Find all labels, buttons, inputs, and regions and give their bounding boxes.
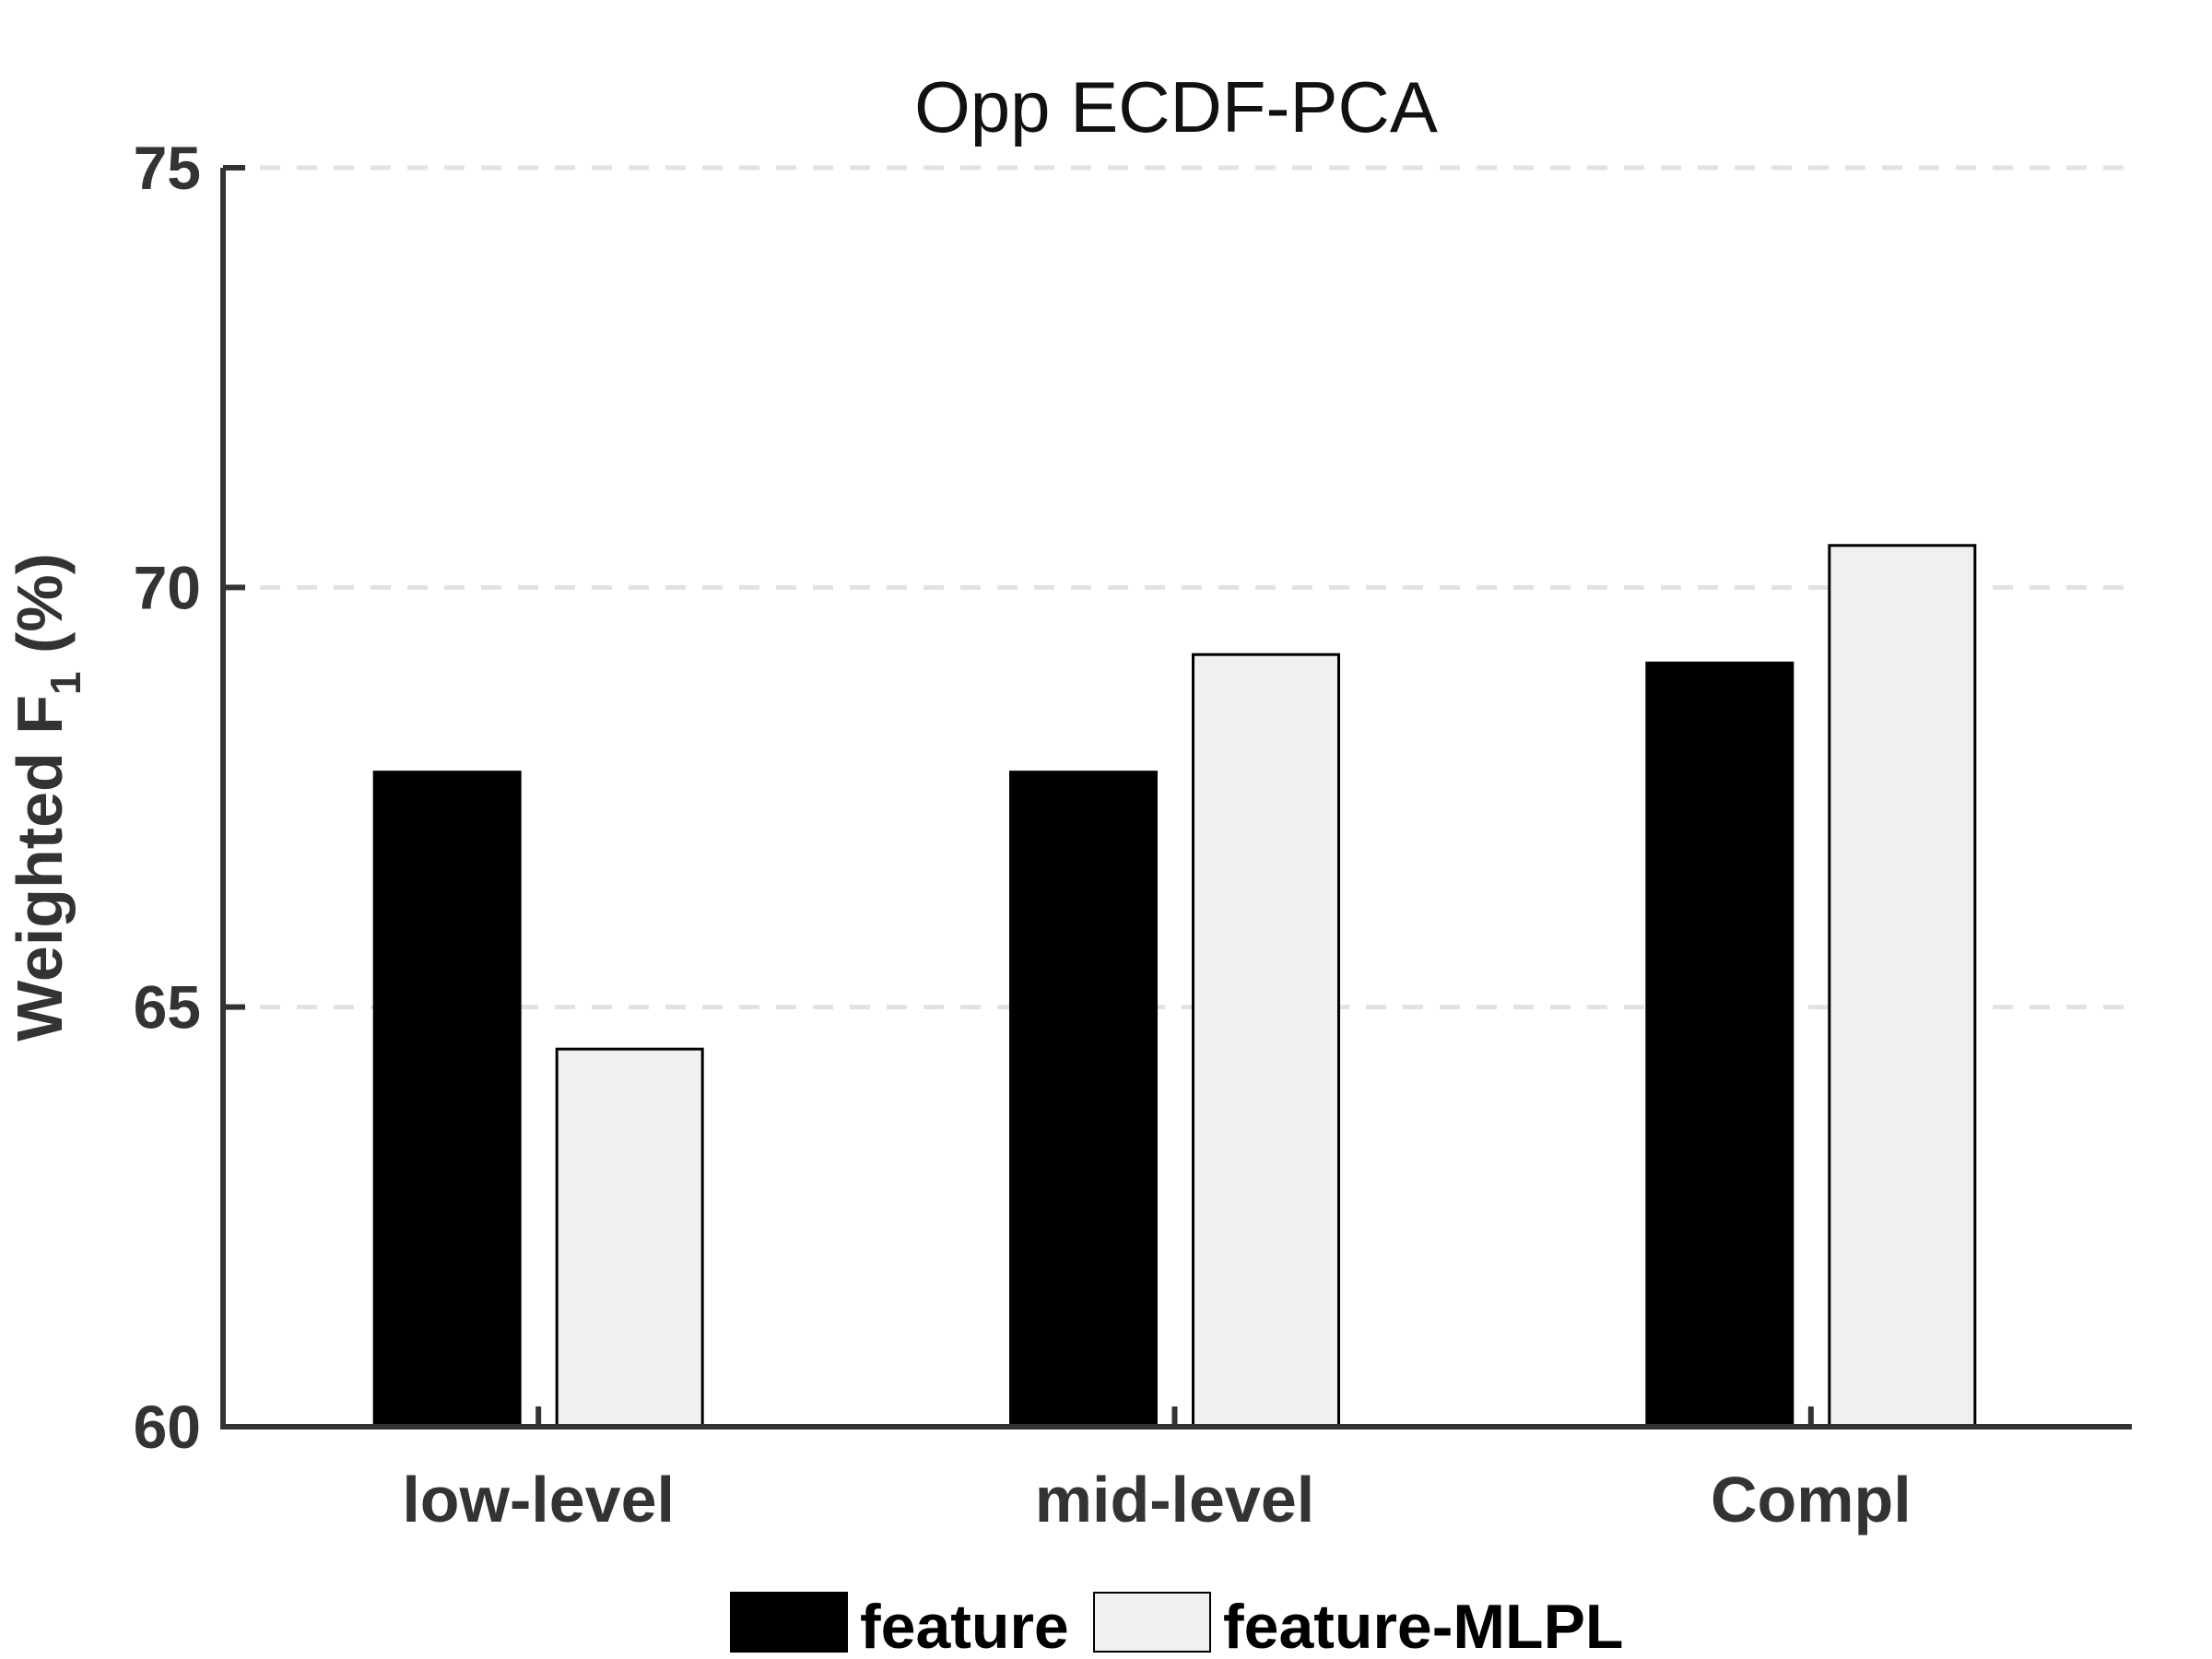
y-tick-label: 65 [134, 973, 201, 1041]
y-axis-label: Weighted F1 (%) [4, 553, 89, 1041]
x-categories: low-level mid-level Compl [402, 1406, 1912, 1535]
y-ticks: 60 65 70 75 [134, 134, 245, 1461]
x-category-label: mid-level [1035, 1464, 1314, 1535]
chart-title: Opp ECDF-PCA [914, 66, 1438, 147]
y-tick-label: 60 [134, 1393, 201, 1461]
bar-feature-mlpl-low-level [555, 1047, 704, 1429]
x-category-label: Compl [1711, 1464, 1912, 1535]
bar-feature-mlpl-compl [1828, 544, 1977, 1429]
y-axis-label-subscript: 1 [41, 671, 89, 695]
bars [372, 544, 1977, 1429]
legend: feature feature-MLPL [730, 1592, 1623, 1659]
y-tick-label: 70 [134, 553, 201, 621]
x-category-label: low-level [402, 1464, 675, 1535]
y-axis-label-main: Weighted F [4, 695, 76, 1041]
y-axis-label-suffix: (%) [4, 553, 76, 671]
bar-feature-mlpl-mid-level [1192, 653, 1340, 1429]
bar-feature-mid-level [1009, 771, 1158, 1429]
bar-feature-compl [1645, 661, 1794, 1429]
legend-swatch-feature [730, 1592, 848, 1653]
legend-label-feature: feature [860, 1592, 1069, 1659]
legend-label-feature-mlpl: feature-MLPL [1223, 1592, 1623, 1659]
bar-feature-low-level [372, 771, 522, 1429]
y-tick-label: 75 [134, 134, 201, 202]
legend-swatch-feature-mlpl [1093, 1592, 1211, 1653]
gridlines [223, 165, 2132, 1010]
